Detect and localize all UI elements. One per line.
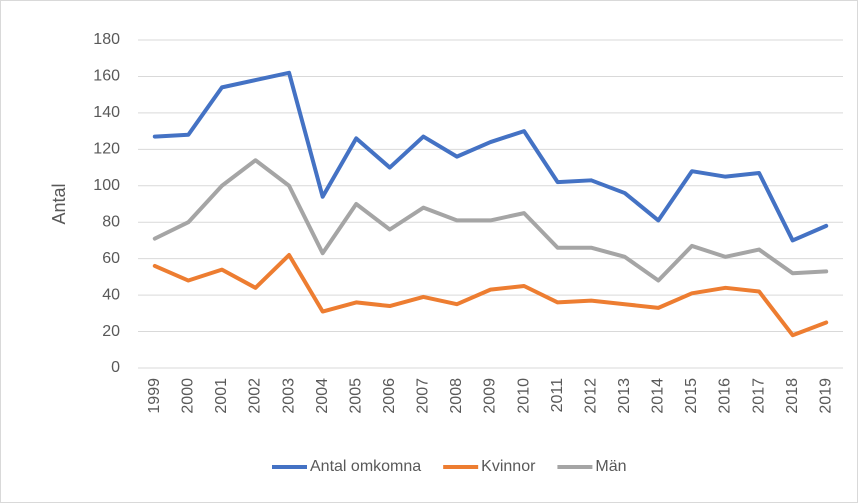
x-tick-label: 2006 bbox=[381, 378, 398, 414]
y-tick-label: 20 bbox=[102, 323, 120, 340]
x-tick-label: 2016 bbox=[717, 378, 734, 414]
x-tick-label: 2005 bbox=[347, 378, 364, 414]
y-tick-label: 100 bbox=[93, 177, 120, 194]
y-axis-label: Antal bbox=[49, 183, 69, 224]
x-tick-label: 2010 bbox=[515, 378, 532, 414]
x-tick-label: 2003 bbox=[280, 378, 297, 414]
y-tick-label: 0 bbox=[111, 359, 120, 376]
y-tick-label: 160 bbox=[93, 68, 120, 85]
x-tick-label: 2008 bbox=[448, 378, 465, 414]
series-line bbox=[152, 158, 829, 283]
x-tick-label: 2015 bbox=[683, 378, 700, 414]
legend-label: Män bbox=[595, 458, 626, 475]
x-tick-label: 2017 bbox=[750, 378, 767, 414]
x-tick-label: 2007 bbox=[415, 378, 432, 414]
x-tick-label: 2012 bbox=[582, 378, 599, 414]
legend-label: Antal omkomna bbox=[310, 458, 421, 475]
x-tick-label: 2004 bbox=[314, 378, 331, 414]
x-tick-label: 2009 bbox=[482, 378, 499, 414]
x-tick-label: 2019 bbox=[817, 378, 834, 414]
x-tick-label: 1999 bbox=[146, 378, 163, 414]
x-tick-label: 2014 bbox=[650, 378, 667, 414]
x-tick-label: 2001 bbox=[213, 378, 230, 414]
y-tick-label: 60 bbox=[102, 250, 120, 267]
y-tick-label: 180 bbox=[93, 31, 120, 48]
x-tick-label: 2000 bbox=[180, 378, 197, 414]
x-tick-label: 2013 bbox=[616, 378, 633, 414]
y-tick-label: 80 bbox=[102, 213, 120, 230]
series-line bbox=[152, 70, 829, 243]
x-tick-label: 2002 bbox=[247, 378, 264, 414]
x-tick-label: 2011 bbox=[549, 378, 566, 413]
legend-label: Kvinnor bbox=[481, 458, 536, 475]
series-line bbox=[152, 253, 829, 338]
y-tick-label: 120 bbox=[93, 141, 120, 158]
y-tick-label: 140 bbox=[93, 104, 120, 121]
x-tick-label: 2018 bbox=[784, 378, 801, 414]
y-tick-label: 40 bbox=[102, 286, 120, 303]
